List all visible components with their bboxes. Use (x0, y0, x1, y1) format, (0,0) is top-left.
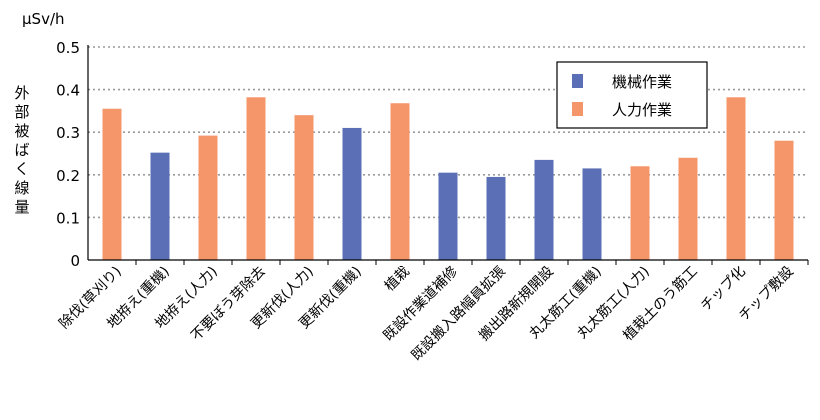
y-tick-label: 0.5 (56, 39, 80, 57)
legend-label: 機械作業 (612, 73, 672, 91)
bar (198, 135, 218, 260)
bar (342, 127, 362, 260)
legend-box (556, 61, 708, 129)
bar (390, 103, 410, 261)
x-category-label: 既設搬入路幅員拡張 (408, 264, 508, 364)
y-tick-label: 0 (70, 252, 80, 270)
y-axis-title-char: 部 (14, 103, 29, 121)
bar (726, 97, 746, 260)
legend-label: 人力作業 (612, 101, 672, 119)
bar (150, 152, 170, 260)
bar (246, 97, 266, 260)
bar (630, 166, 650, 260)
y-axis-title-char: 被 (14, 122, 29, 140)
y-tick-label: 0.1 (56, 209, 80, 227)
y-axis-title-char: 外 (14, 84, 29, 102)
bar (774, 140, 794, 260)
bar (438, 172, 458, 260)
x-category-label: 植栽 (382, 264, 413, 295)
legend-swatch (572, 74, 583, 88)
bar (102, 108, 122, 261)
bar (678, 157, 698, 260)
y-axis-title-char: 量 (14, 198, 29, 216)
bar (294, 115, 314, 260)
legend-swatch (572, 102, 583, 116)
bar (582, 168, 602, 260)
y-axis-title-char: 線 (14, 179, 29, 197)
y-axis-title-char: ば (14, 141, 29, 159)
y-axis-title-char: く (14, 160, 29, 178)
y-tick-label: 0.4 (56, 82, 80, 100)
bar (486, 176, 506, 260)
y-tick-label: 0.2 (56, 167, 80, 185)
y-unit-label: μSv/h (22, 10, 65, 28)
y-tick-label: 0.3 (56, 124, 80, 142)
bar (534, 159, 554, 260)
